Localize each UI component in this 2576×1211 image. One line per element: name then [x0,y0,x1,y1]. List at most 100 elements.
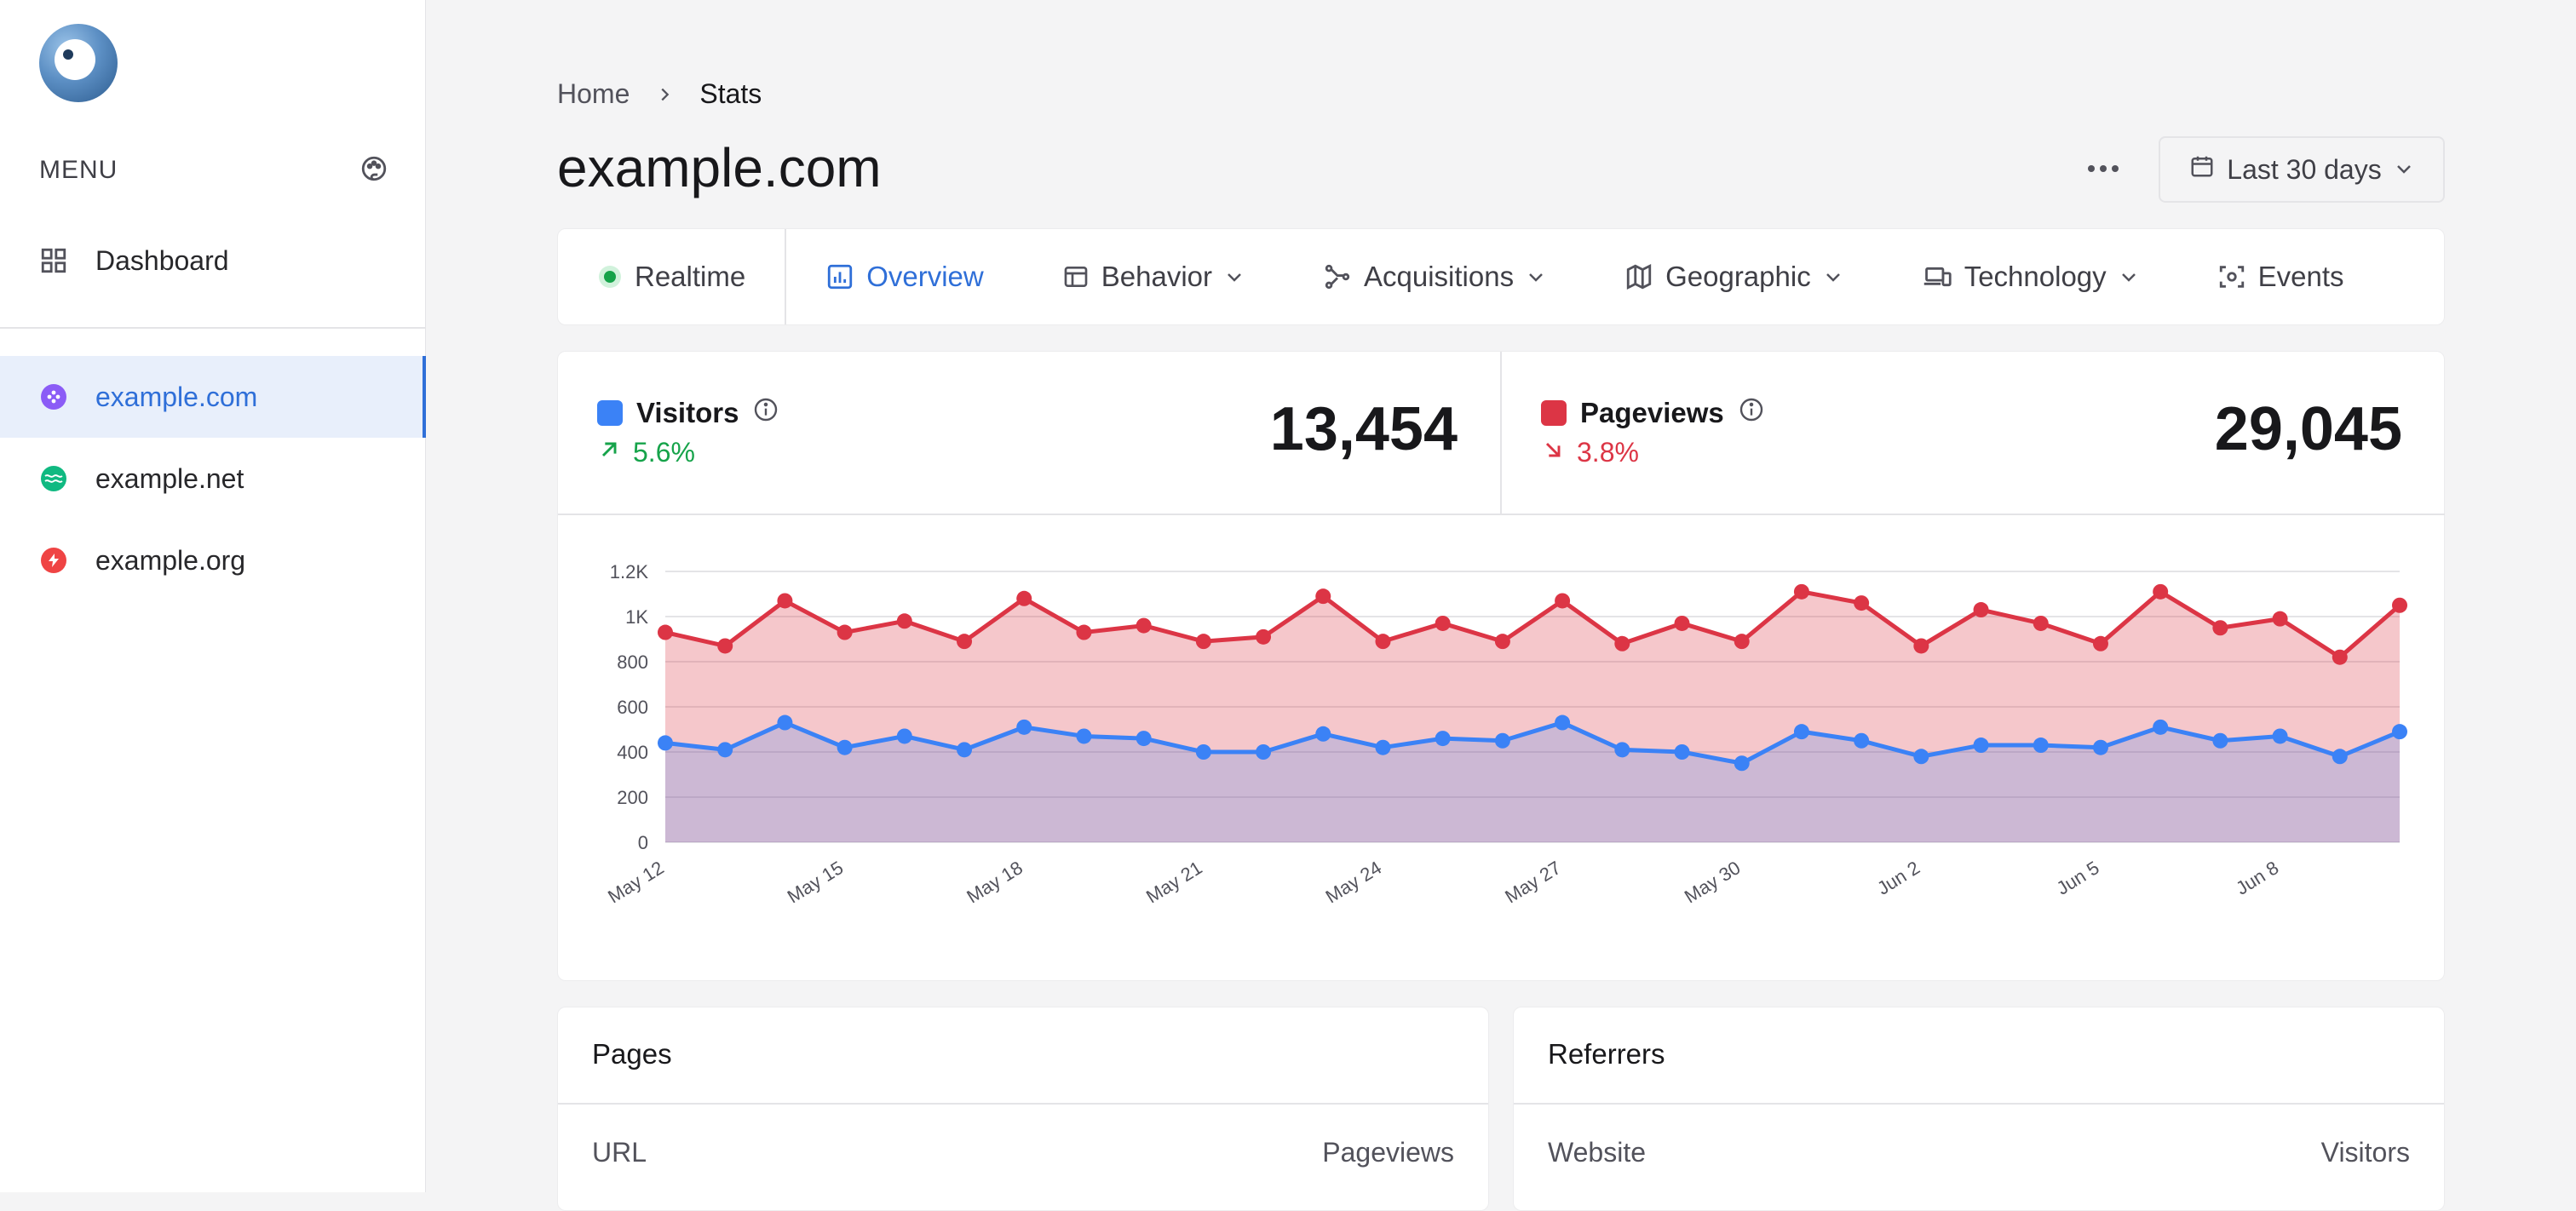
data-point [777,715,793,731]
info-icon[interactable] [1738,396,1765,430]
data-point [1076,624,1092,640]
arrow-up-right-icon [597,437,621,468]
sidebar-site-example-com[interactable]: example.com [0,356,426,438]
tab-label: Realtime [635,261,746,292]
metric-label: Pageviews [1580,397,1724,428]
series-line-visitors [664,720,2401,766]
data-point [1016,719,1032,735]
chevron-down-icon [1224,267,1245,287]
chevron-down-icon [2394,154,2414,186]
change-value: 3.8% [1577,437,1639,468]
tab-label: Geographic [1665,261,1811,292]
theme-palette-icon[interactable] [359,154,388,187]
data-point [1793,583,1809,600]
site-red-bolt-icon [39,546,68,575]
data-point [837,624,853,640]
panel-divider [1514,1103,2444,1105]
devices-icon [1922,262,1952,291]
sidebar-item-dashboard[interactable]: Dashboard [0,220,426,301]
info-icon[interactable] [752,396,779,430]
metric-change: 3.8% [1541,437,1639,468]
data-point [2392,597,2407,613]
column-header-website: Website [1548,1137,1647,1168]
date-range-label: Last 30 days [2227,153,2382,185]
data-point [2153,583,2169,600]
chevron-down-icon [1823,267,1843,287]
data-point [2153,719,2169,735]
data-point [717,638,733,654]
page-title: example.com [557,137,882,198]
data-point [1555,715,1571,731]
metric-change: 5.6% [597,437,695,468]
tab-technology[interactable]: Technology [1883,229,2178,324]
change-value: 5.6% [633,437,695,468]
tab-realtime[interactable]: Realtime [558,229,787,324]
data-point [1195,634,1211,650]
x-tick-label: May 24 [1322,857,1385,907]
data-point [896,613,912,629]
chevron-right-icon [655,85,674,104]
chevron-down-icon [2119,267,2139,287]
metric-visitors[interactable]: Visitors 5.6% 13,454 [558,352,1502,515]
data-point [2033,738,2049,754]
site-green-waves-icon [39,464,68,493]
column-header-pageviews: Pageviews [1322,1137,1454,1168]
metric-name-row: Visitors [597,396,779,430]
metric-value: 13,454 [1269,395,1458,463]
y-tick-label: 800 [617,651,648,673]
x-tick-label: Jun 8 [2232,857,2282,899]
metric-name-row: Pageviews [1541,396,1765,430]
data-point [777,593,793,609]
data-point [1315,726,1331,742]
ellipsis-icon [2088,165,2119,172]
x-tick-label: May 12 [604,857,667,907]
data-point [2392,724,2407,740]
sidebar-site-example-org[interactable]: example.org [0,519,426,601]
x-tick-label: May 15 [784,857,847,907]
data-point [2033,615,2049,631]
series-area-visitors [665,722,2400,842]
app-logo[interactable] [39,24,118,102]
data-point [1016,590,1032,606]
visitors-swatch [597,400,623,426]
panel-title: Referrers [1548,1038,1665,1070]
column-header-url: URL [592,1137,647,1168]
x-tick-label: May 18 [963,857,1026,907]
data-point [1435,731,1451,747]
metric-label: Visitors [636,397,739,428]
data-point [717,742,733,758]
x-tick-label: May 30 [1681,857,1744,907]
chevron-down-icon [1526,267,1546,287]
breadcrumb-home[interactable]: Home [557,78,630,109]
metric-pageviews[interactable]: Pageviews 3.8% 29,045 [1502,352,2445,515]
data-point [1793,724,1809,740]
map-icon [1624,262,1653,291]
traffic-chart[interactable]: 0 200 400 600 800 1K 1.2K May 12 May 15 May 18 May… [558,515,2446,975]
tab-geographic[interactable]: Geographic [1585,229,1883,324]
data-point [1076,728,1092,744]
data-point [2272,728,2288,744]
tab-label: Overview [866,261,984,292]
tab-behavior[interactable]: Behavior [1023,229,1284,324]
sidebar-site-example-net[interactable]: example.net [0,438,426,519]
data-point [1973,738,1989,754]
data-point [1494,634,1510,650]
column-header-visitors: Visitors [2320,1137,2410,1168]
tab-acquisitions[interactable]: Acquisitions [1284,229,1585,324]
data-point [1375,634,1391,650]
more-options-button[interactable] [2073,145,2133,192]
stats-card: Visitors 5.6% 13,454 Pageviews [557,351,2445,981]
menu-header: MENU [39,150,388,191]
data-point [1256,744,1272,760]
tab-events[interactable]: Events [2178,229,2383,324]
date-range-button[interactable]: Last 30 days [2159,136,2445,203]
data-point [1256,628,1272,645]
data-point [2272,611,2288,627]
breadcrumb: Home Stats [557,78,762,110]
share-nodes-icon [1323,262,1352,291]
arrow-down-right-icon [1541,437,1565,468]
sidebar-item-label: Dashboard [95,244,229,276]
data-point [896,728,912,744]
tab-overview[interactable]: Overview [786,229,1023,324]
data-point [2332,649,2348,665]
